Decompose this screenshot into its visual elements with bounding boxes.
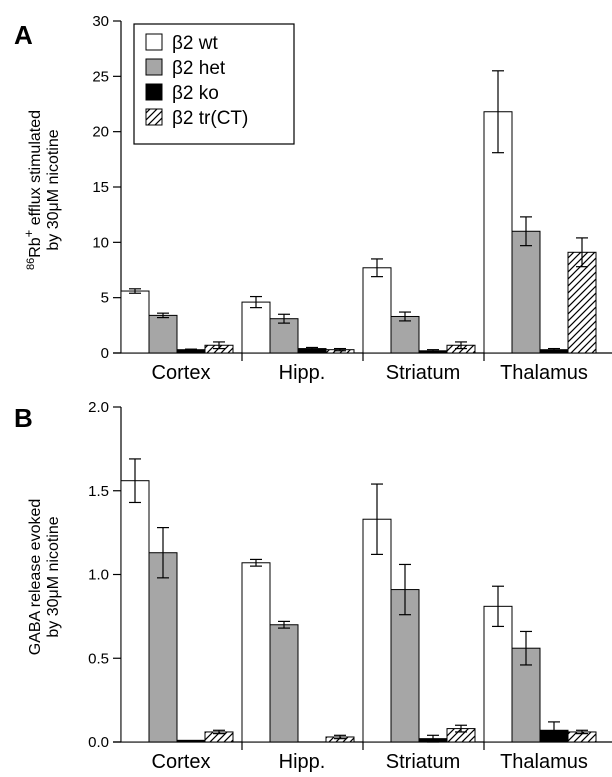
ylabel-line1: GABA release evoked — [27, 499, 44, 656]
x-tick-label: Striatum — [386, 362, 460, 384]
y-tick-label: 25 — [92, 68, 109, 85]
svg-text:86Rb+ efflux stimulated: 86Rb+ efflux stimulated — [21, 110, 44, 270]
y-tick-label: 10 — [92, 234, 109, 251]
legend-swatch — [145, 58, 163, 76]
x-tick-label: Thalamus — [500, 751, 588, 773]
x-tick-label: Cortex — [152, 751, 211, 773]
y-tick-label: 1.0 — [88, 567, 109, 584]
panel-b: B GABA release evoked by 30μM nicotine 0… — [14, 399, 612, 773]
legend-swatch — [145, 33, 163, 51]
panel-a-axes: 0 5 10 15 20 25 30 Cortex Hipp. Striatum Thalamus — [92, 13, 612, 384]
bar — [148, 314, 178, 354]
x-tick-label: Thalamus — [500, 362, 588, 384]
panel-a-y-axis-label: 86Rb+ efflux stimulated by 30μM nicotine — [21, 110, 62, 270]
legend-swatch — [145, 83, 163, 101]
legend-label: β2 het — [172, 58, 226, 79]
ylabel-rest: efflux stimulated — [27, 110, 44, 230]
legend-swatch — [145, 108, 163, 126]
bar — [362, 267, 392, 354]
bar — [176, 739, 206, 743]
legend-label: β2 wt — [172, 33, 218, 54]
x-tick-label: Hipp. — [279, 751, 326, 773]
bar — [120, 480, 150, 743]
bar — [241, 562, 271, 743]
y-tick-label: 1.5 — [88, 483, 109, 500]
panel-b-y-axis-label: GABA release evoked by 30μM nicotine — [27, 499, 62, 656]
panel-a: A 86Rb+ efflux stimulated by 30μM nicoti… — [14, 13, 612, 384]
ylabel-line2: by 30μM nicotine — [45, 129, 62, 250]
ylabel-element: Rb — [27, 237, 44, 258]
bar — [567, 251, 597, 354]
y-tick-label: 30 — [92, 13, 109, 30]
legend-label: β2 tr(CT) — [172, 108, 248, 129]
bar — [120, 290, 150, 354]
bar — [390, 315, 420, 354]
panel-b-letter: B — [14, 403, 33, 433]
bar — [241, 301, 271, 354]
y-tick-label: 0 — [101, 345, 109, 362]
bar — [269, 624, 299, 743]
y-tick-label: 2.0 — [88, 399, 109, 416]
bar — [269, 318, 299, 354]
y-tick-label: 15 — [92, 179, 109, 196]
y-tick-label: 0.5 — [88, 650, 109, 667]
x-tick-label: Hipp. — [279, 362, 326, 384]
legend: β2 wt β2 het β2 ko β2 tr(CT) — [133, 23, 295, 145]
bar — [511, 230, 541, 354]
x-tick-label: Striatum — [386, 751, 460, 773]
panel-a-bars — [120, 70, 597, 354]
panel-a-letter: A — [14, 20, 33, 50]
panel-b-bars — [120, 458, 597, 743]
y-tick-label: 5 — [101, 290, 109, 307]
x-tick-label: Cortex — [152, 362, 211, 384]
y-tick-label: 0.0 — [88, 734, 109, 751]
legend-label: β2 ko — [172, 83, 219, 104]
ylabel-isotope-mass: 86 — [25, 258, 37, 270]
ylabel-line2: by 30μM nicotine — [45, 516, 62, 637]
bar — [148, 552, 178, 743]
ylabel-charge: + — [21, 230, 36, 238]
y-tick-label: 20 — [92, 124, 109, 141]
